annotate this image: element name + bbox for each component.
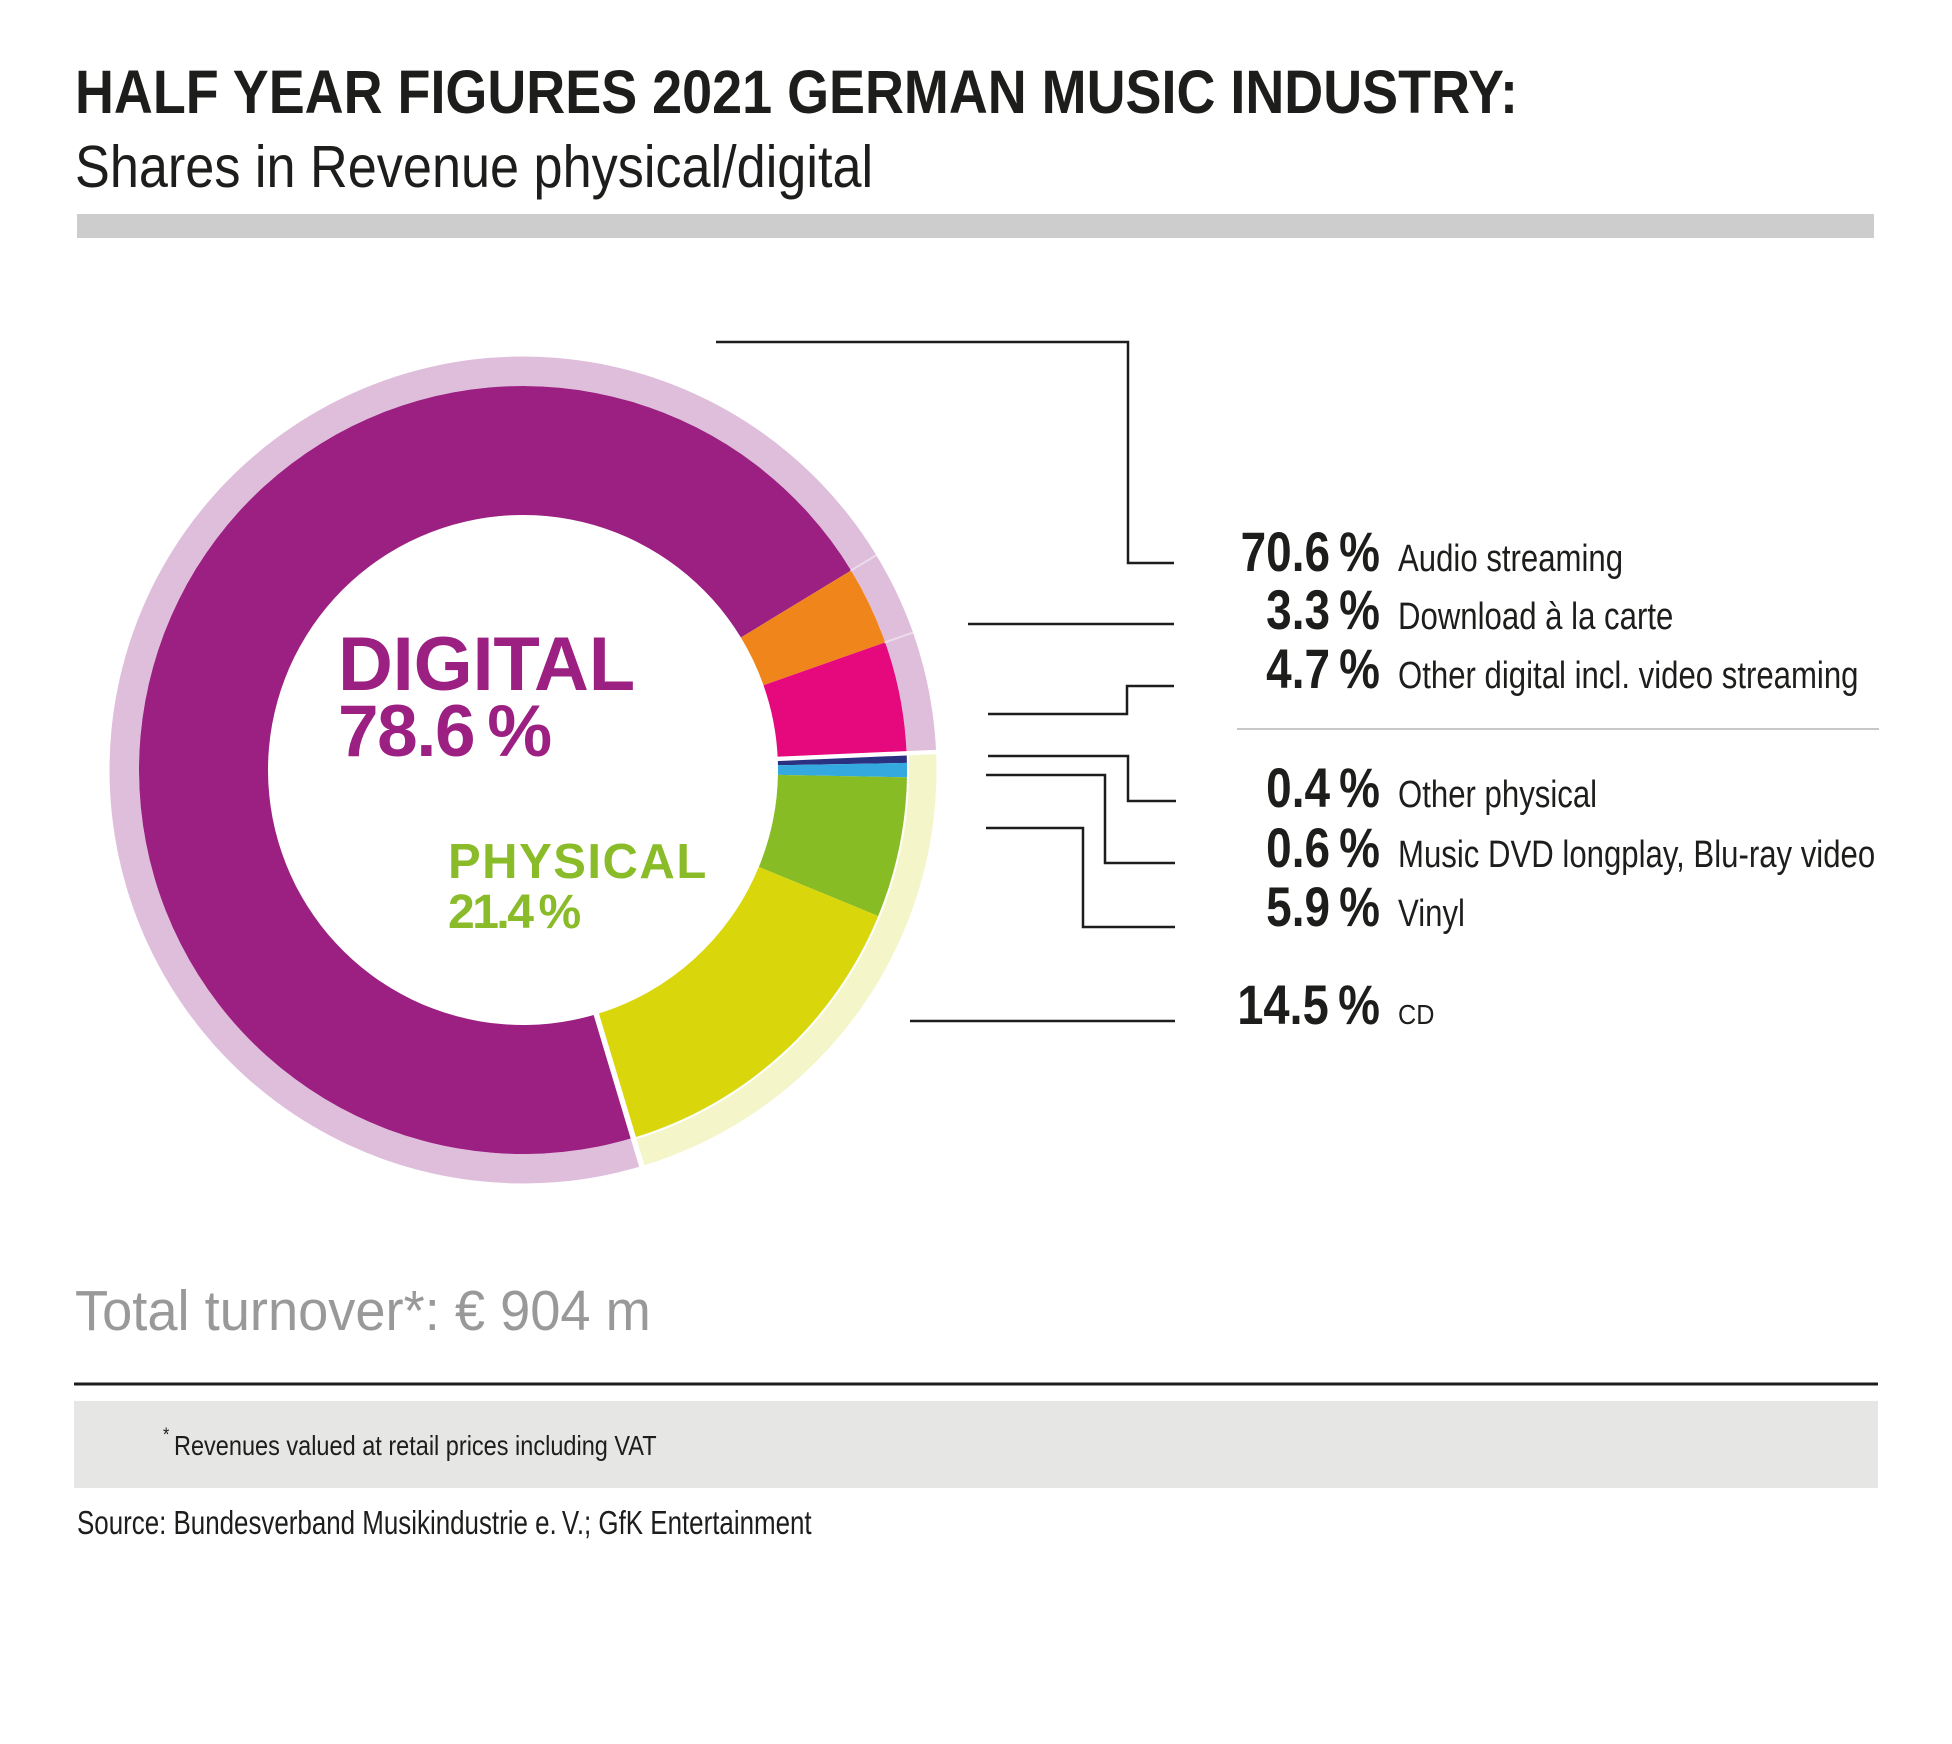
svg-text:0.4 %: 0.4 %: [1266, 757, 1380, 819]
svg-text:Download à la carte: Download à la carte: [1398, 596, 1673, 638]
svg-text:70.6 %: 70.6 %: [1241, 521, 1380, 583]
svg-text:Vinyl: Vinyl: [1398, 893, 1465, 935]
svg-text:DIGITAL: DIGITAL: [338, 622, 635, 707]
svg-text:0.6 %: 0.6 %: [1266, 817, 1380, 879]
svg-text:PHYSICAL: PHYSICAL: [448, 835, 708, 889]
svg-text:3.3 %: 3.3 %: [1266, 579, 1380, 641]
svg-text:4.7 %: 4.7 %: [1266, 638, 1380, 700]
svg-text:Audio streaming: Audio streaming: [1398, 538, 1623, 580]
svg-text:5.9 %: 5.9 %: [1266, 876, 1380, 938]
svg-text:HALF YEAR FIGURES 2021 GERMAN: HALF YEAR FIGURES 2021 GERMAN MUSIC INDU…: [75, 59, 1518, 127]
svg-text:Other digital incl. video stre: Other digital incl. video streaming: [1398, 655, 1859, 697]
svg-text:Revenues valued at retail pric: Revenues valued at retail prices includi…: [174, 1431, 657, 1461]
svg-text:Shares in Revenue physical/dig: Shares in Revenue physical/digital: [75, 134, 873, 200]
svg-text:Total turnover*: € 904 m: Total turnover*: € 904 m: [75, 1279, 651, 1343]
svg-text:*: *: [163, 1424, 169, 1446]
svg-text:CD: CD: [1398, 999, 1434, 1031]
svg-text:Music DVD longplay, Blu-ray vi: Music DVD longplay, Blu-ray video: [1398, 834, 1875, 876]
svg-text:21.4 %: 21.4 %: [448, 886, 581, 939]
svg-text:78.6 %: 78.6 %: [338, 691, 551, 772]
svg-text:14.5 %: 14.5 %: [1237, 973, 1380, 1036]
svg-text:Source: Bundesverband Musikind: Source: Bundesverband Musikindustrie e. …: [77, 1505, 812, 1542]
svg-text:Other physical: Other physical: [1398, 774, 1597, 816]
